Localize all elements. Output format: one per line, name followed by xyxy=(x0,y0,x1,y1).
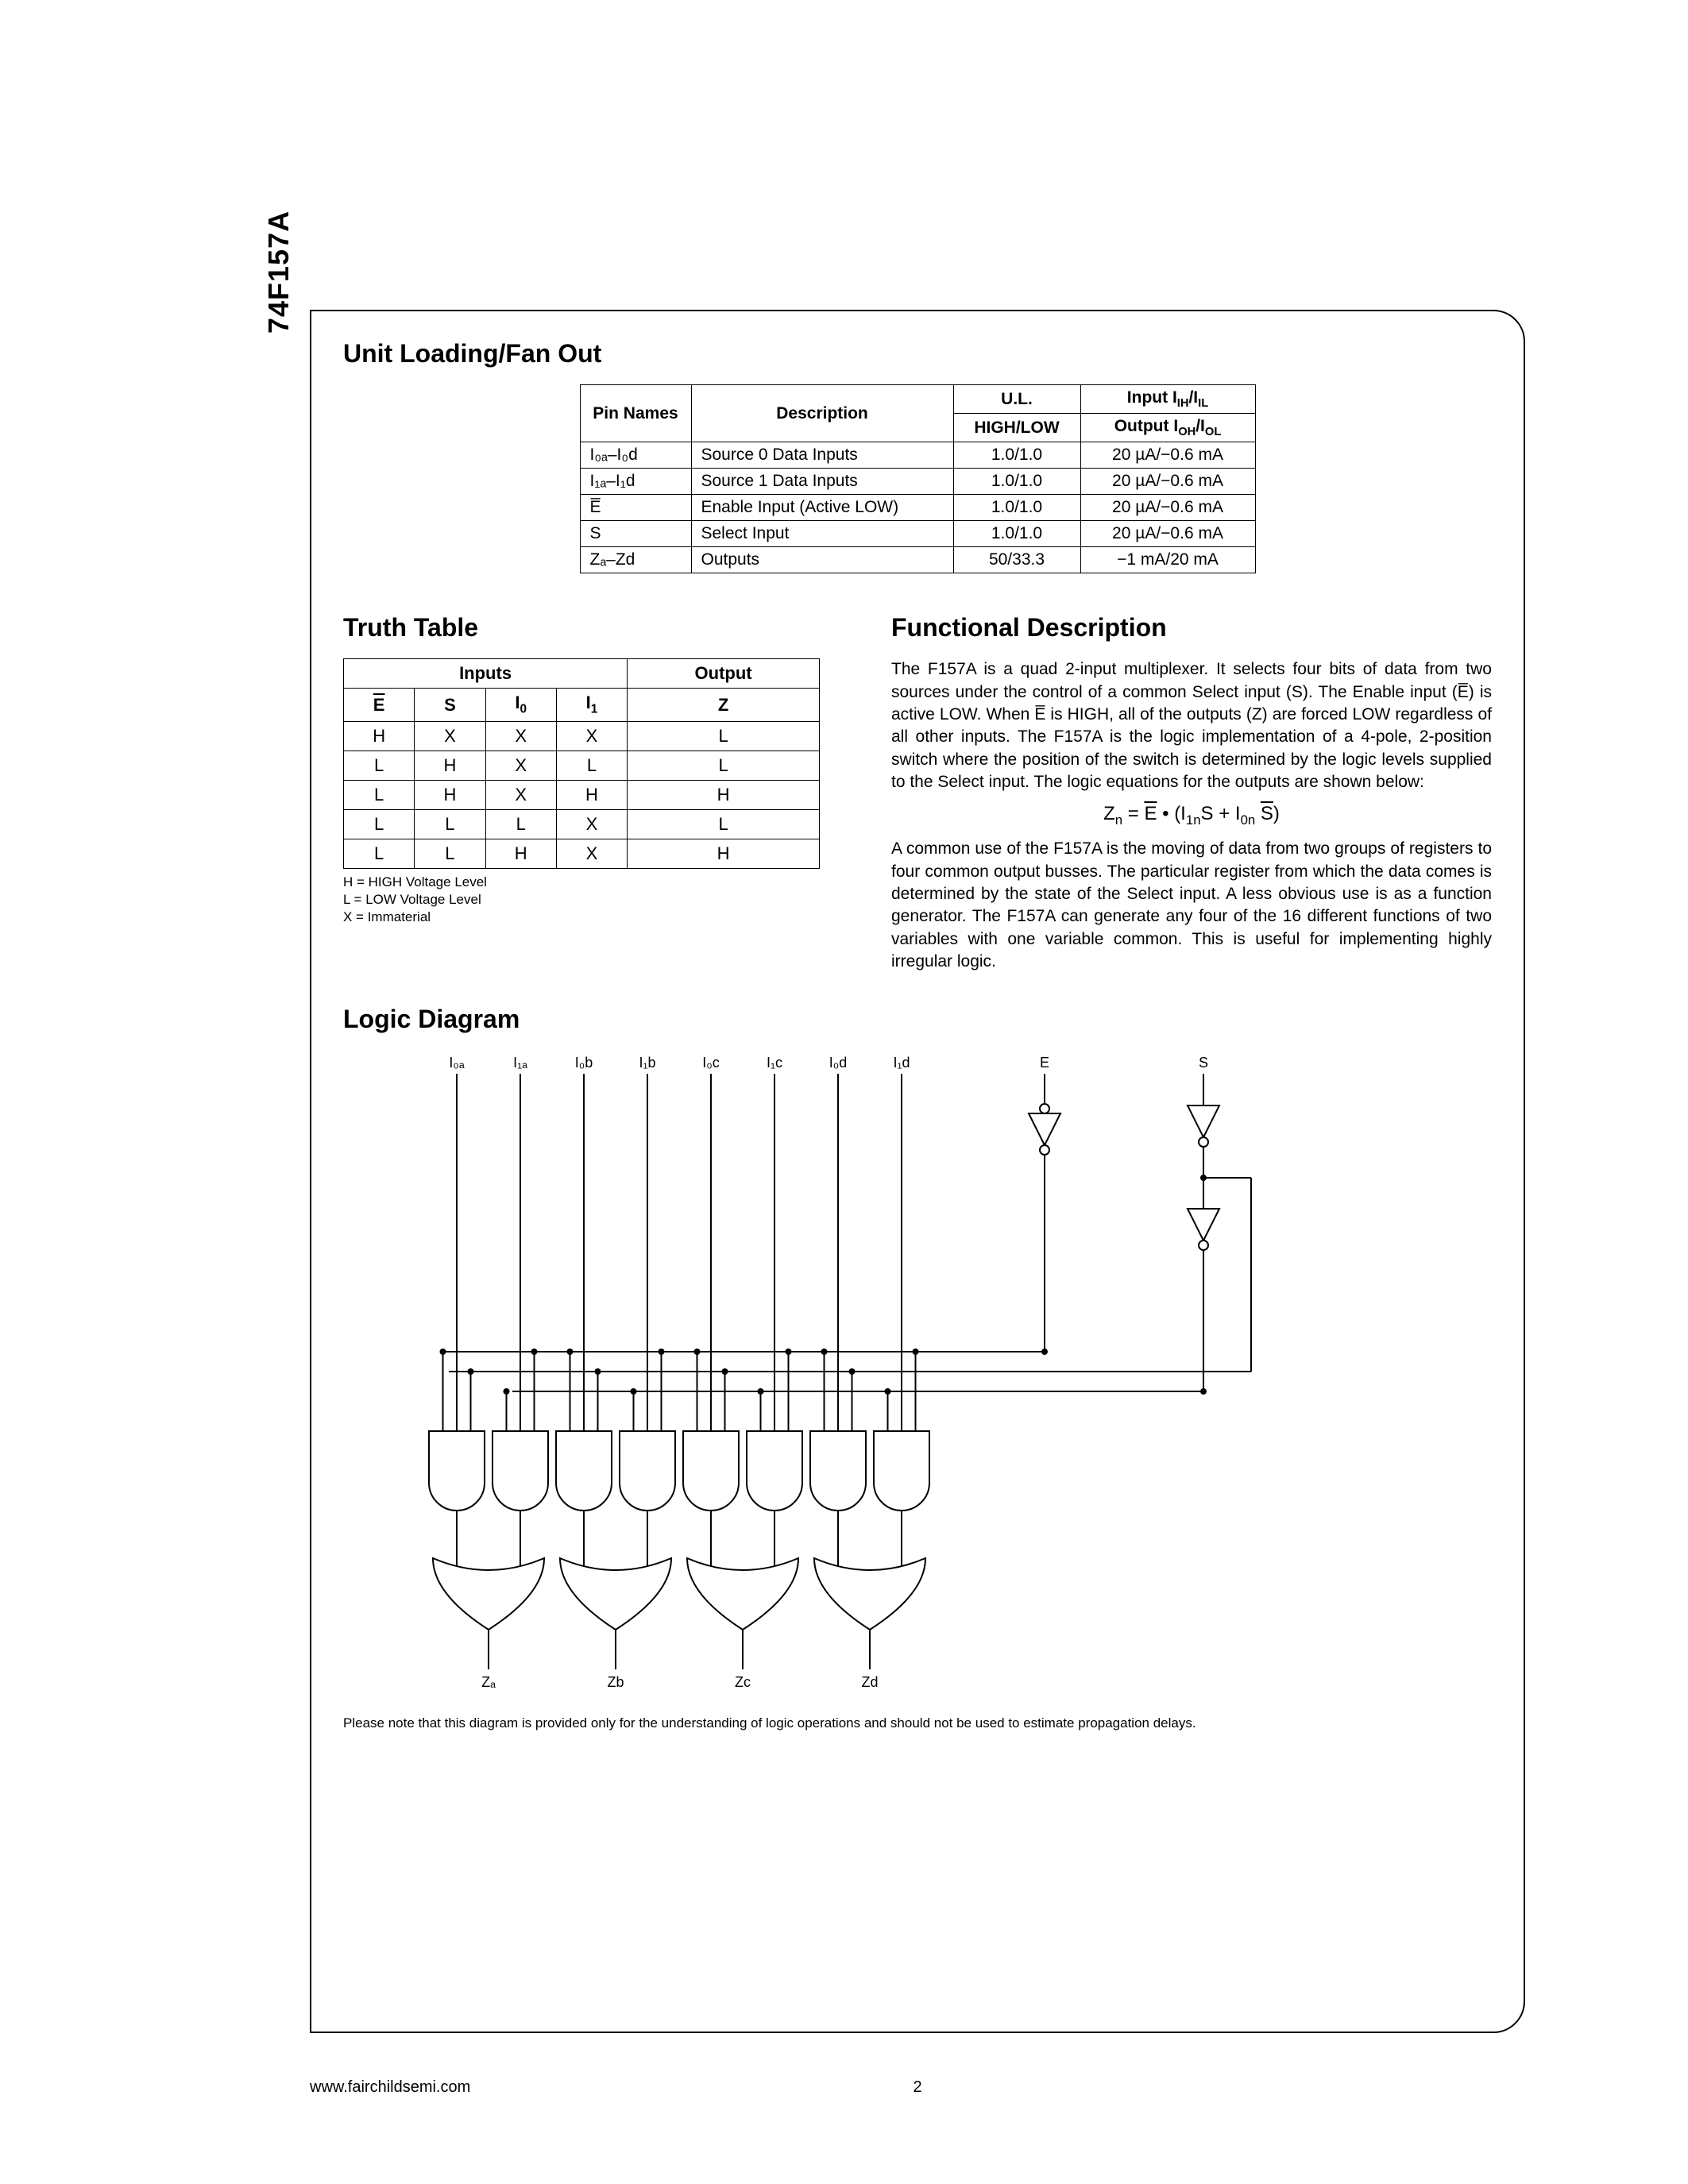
svg-text:I₀b: I₀b xyxy=(575,1055,593,1071)
th-s: S xyxy=(415,689,485,721)
functional-desc-title: Functional Description xyxy=(891,613,1492,642)
th-inputs: Inputs xyxy=(344,659,628,689)
unit-loading-table: Pin Names Description U.L. Input IIH/IIL… xyxy=(580,384,1256,573)
footer-page: 2 xyxy=(913,2078,921,2097)
th-z: Z xyxy=(628,689,820,721)
th-e: E xyxy=(344,689,415,721)
svg-text:Zₐ: Zₐ xyxy=(481,1674,496,1690)
page-footer: www.fairchildsemi.com 2 xyxy=(310,2078,1525,2097)
content-frame: Unit Loading/Fan Out Pin Names Descripti… xyxy=(310,310,1525,2033)
func-desc-para2: A common use of the F157A is the moving … xyxy=(891,838,1492,973)
truth-table: Inputs Output E S I0 I1 Z HXXXLLHXLLLHXH… xyxy=(343,658,820,868)
table-row: E̅Enable Input (Active LOW)1.0/1.020 µA/… xyxy=(580,495,1255,521)
svg-text:E: E xyxy=(1040,1055,1049,1071)
svg-text:Zc: Zc xyxy=(735,1674,751,1690)
footer-url: www.fairchildsemi.com xyxy=(310,2078,470,2097)
svg-text:I₁d: I₁d xyxy=(893,1055,910,1071)
table-row: I₁ₐ–I₁dSource 1 Data Inputs1.0/1.020 µA/… xyxy=(580,469,1255,495)
unit-loading-title: Unit Loading/Fan Out xyxy=(343,339,1492,369)
truth-table-title: Truth Table xyxy=(343,613,852,642)
th-i0: I0 xyxy=(485,689,556,721)
svg-text:I₀c: I₀c xyxy=(702,1055,719,1071)
svg-text:I₁c: I₁c xyxy=(767,1055,782,1071)
logic-diagram-title: Logic Diagram xyxy=(343,1005,1492,1034)
svg-text:I₁b: I₁b xyxy=(639,1055,655,1071)
table-row: LLHXH xyxy=(344,839,820,868)
logic-diagram-note: Please note that this diagram is provide… xyxy=(343,1715,1492,1731)
table-row: SSelect Input1.0/1.020 µA/−0.6 mA xyxy=(580,521,1255,547)
table-row: HXXXL xyxy=(344,721,820,751)
th-ul-bottom: HIGH/LOW xyxy=(953,414,1080,442)
svg-text:Zb: Zb xyxy=(607,1674,624,1690)
th-io-bottom: Output IOH/IOL xyxy=(1080,414,1255,442)
table-row: Zₐ–ZdOutputs50/33.3−1 mA/20 mA xyxy=(580,547,1255,573)
svg-text:Zd: Zd xyxy=(861,1674,878,1690)
logic-diagram-svg: I₀ₐ I₁ₐ I₀b I₁b I₀c I₁c I₀d I₁d E S Zₐ Zb Zc Zd xyxy=(361,1050,1474,1709)
svg-text:I₀ₐ: I₀ₐ xyxy=(449,1055,464,1071)
table-row: I₀ₐ–I₀dSource 0 Data Inputs1.0/1.020 µA/… xyxy=(580,442,1255,469)
svg-text:I₀d: I₀d xyxy=(829,1055,847,1071)
truth-notes: H = HIGH Voltage LevelL = LOW Voltage Le… xyxy=(343,874,852,926)
part-number-side: 74F157A xyxy=(262,210,295,334)
th-desc: Description xyxy=(691,385,953,442)
table-row: LHXHH xyxy=(344,780,820,809)
th-io-top: Input IIH/IIL xyxy=(1080,385,1255,414)
svg-text:S: S xyxy=(1199,1055,1208,1071)
th-ul-top: U.L. xyxy=(953,385,1080,414)
table-row: LHXLL xyxy=(344,751,820,780)
func-desc-para1: The F157A is a quad 2-input multiplexer.… xyxy=(891,658,1492,793)
th-pin: Pin Names xyxy=(580,385,691,442)
table-row: LLLXL xyxy=(344,809,820,839)
th-output: Output xyxy=(628,659,820,689)
func-desc-equation: Zn = E • (I1nS + I0n S) xyxy=(891,803,1492,828)
th-i1: I1 xyxy=(556,689,627,721)
svg-text:I₁ₐ: I₁ₐ xyxy=(513,1055,527,1071)
